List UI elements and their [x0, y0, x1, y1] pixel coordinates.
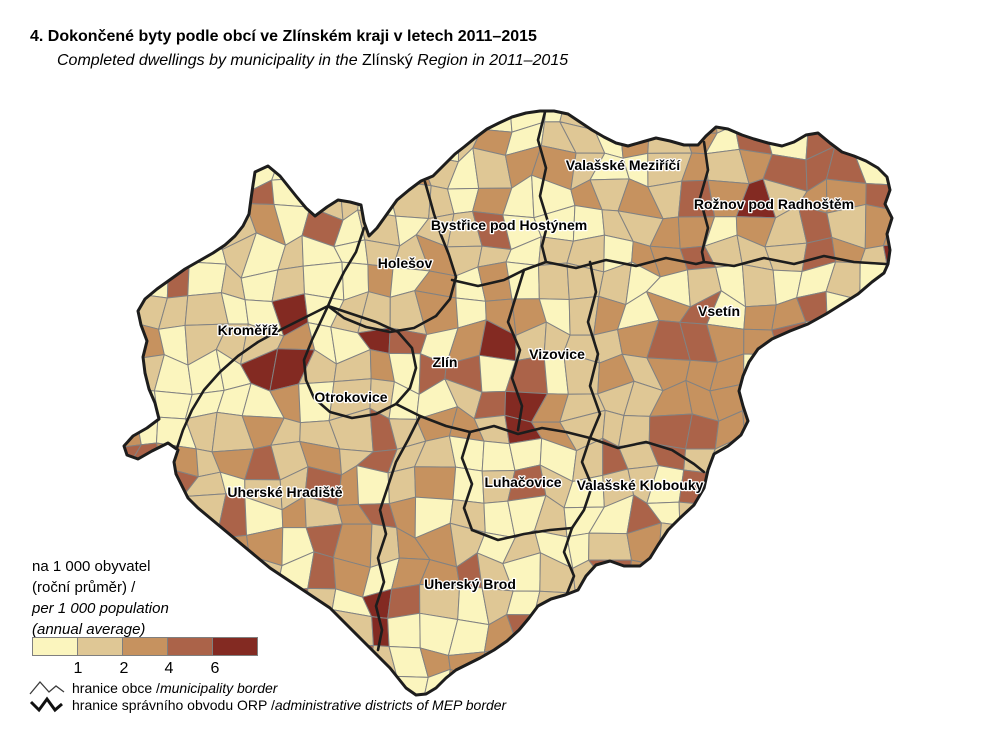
municipality-border-icon [29, 681, 65, 695]
district-borders [175, 111, 888, 652]
legend-swatch-3 [122, 637, 168, 656]
legend-swatch-5 [212, 637, 258, 656]
figure-subtitle: Completed dwellings by municipality in t… [57, 52, 568, 70]
map-label-uhersky-brod: Uherský Brod [424, 576, 516, 592]
legend-tick-6: 6 [210, 660, 220, 677]
legend-unit-en-1: per 1 000 population [32, 600, 169, 617]
legend-unit-text: na 1 000 obyvatel (roční průměr) / per 1… [32, 556, 169, 640]
legend-municipality-border-en: municipality border [159, 679, 278, 696]
legend-district-border-row: hranice správního obvodu ORP / administr… [28, 696, 506, 713]
legend-unit-cz-1: na 1 000 obyvatel [32, 558, 151, 575]
legend-swatch-1 [32, 637, 78, 656]
legend-tick-1: 1 [73, 660, 83, 677]
legend-color-ramp [32, 637, 258, 656]
legend-district-border-en: administrative districts of MEP border [274, 696, 507, 713]
legend-district-border-cz: hranice správního obvodu ORP / [72, 696, 275, 713]
legend-unit-cz-2: (roční průměr) / [32, 579, 136, 596]
map-label-valasske-mezirici: Valašské Meziříčí [566, 157, 682, 173]
map-label-bystrice-pod-hostynem: Bystřice pod Hostýnem [431, 217, 587, 233]
region-outline [122, 109, 894, 697]
legend-swatch-4 [167, 637, 213, 656]
map-label-vsetin: Vsetín [698, 303, 740, 319]
map-label-zlin: Zlín [433, 354, 458, 370]
map-label-roznov-pod-radhostem: Rožnov pod Radhoštěm [694, 196, 854, 212]
legend-municipality-border-row: hranice obce / municipality border [28, 679, 506, 696]
legend-swatch-2 [77, 637, 123, 656]
map-label-kromeriz: Kroměříž [218, 322, 279, 338]
map-label-luhacovice: Luhačovice [484, 474, 561, 490]
subtitle-post: Region in 2011–2015 [412, 52, 569, 69]
legend-tick-4: 4 [164, 660, 174, 677]
map-label-uherske-hradiste: Uherské Hradiště [227, 484, 342, 500]
map-label-valasske-klobouky: Valašské Klobouky [577, 477, 704, 493]
figure-title: 4. Dokončené byty podle obcí ve Zlínském… [30, 28, 537, 45]
map-label-vizovice: Vizovice [529, 346, 585, 362]
legend-tick-2: 2 [119, 660, 129, 677]
map-label-otrokovice: Otrokovice [314, 389, 387, 405]
legend-municipality-border-cz: hranice obce / [72, 679, 160, 696]
legend-border-key: hranice obce / municipality border hrani… [28, 679, 506, 713]
map-label-holesov: Holešov [378, 255, 433, 271]
subtitle-pre: Completed dwellings by municipality in t… [57, 52, 363, 69]
district-border-icon [29, 696, 63, 713]
subtitle-region-name: Zlínský [362, 52, 413, 69]
district-labels: Valašské Meziříčí Rožnov pod Radhoštěm B… [216, 156, 855, 594]
legend-unit-en-2: (annual average) [32, 621, 146, 638]
